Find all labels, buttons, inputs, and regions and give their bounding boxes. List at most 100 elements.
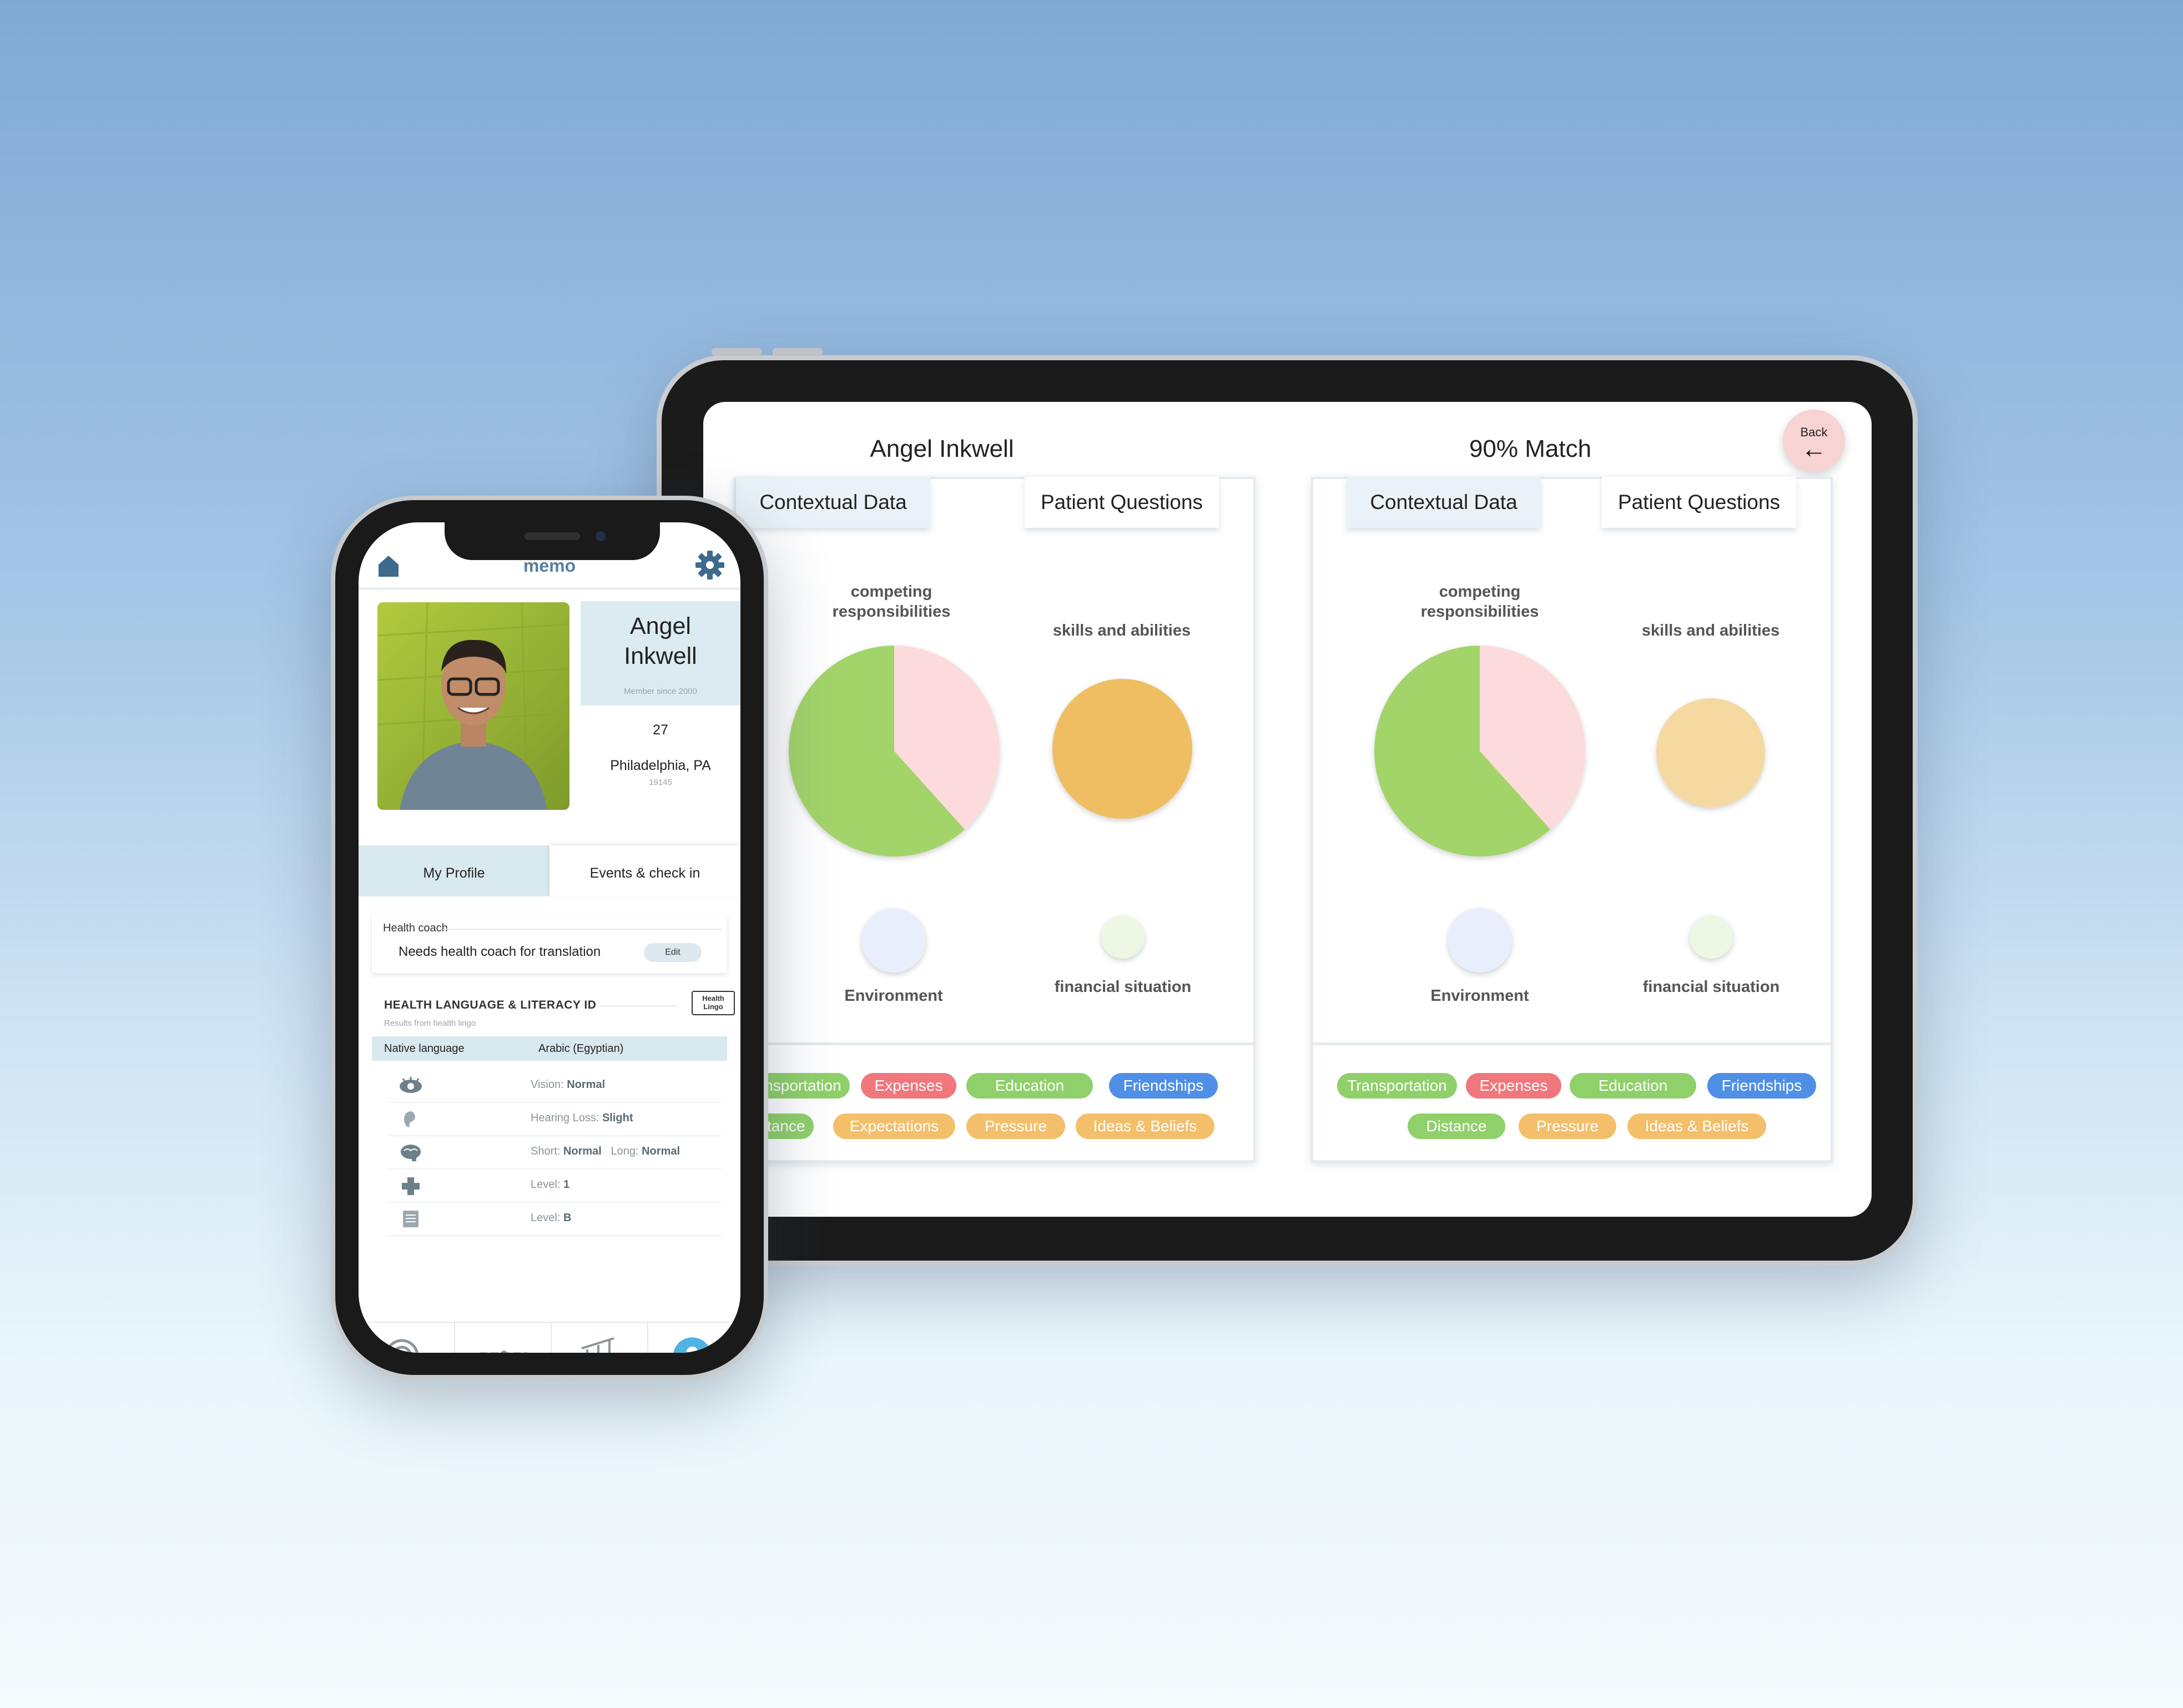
tab-contextual-data[interactable]: Contextual Data (736, 477, 930, 528)
health-lingo-badge: Health Lingo (692, 991, 735, 1015)
tag-friendships[interactable]: Friendships (1707, 1073, 1816, 1099)
profile-zip: 19145 (649, 778, 672, 787)
context-panel-match: Contextual Data Patient Questions compet… (1311, 477, 1833, 1162)
competing-pie (1374, 646, 1585, 856)
skills-circle (1052, 679, 1192, 819)
tag-friendships[interactable]: Friendships (1109, 1073, 1218, 1099)
speaker (525, 532, 580, 540)
competing-label: competing responsibilities (832, 583, 951, 621)
profile-header-bg (581, 601, 740, 706)
tag-education[interactable]: Education (1570, 1073, 1696, 1099)
brain-icon (401, 1145, 421, 1161)
gear-icon[interactable] (695, 550, 725, 580)
ear-icon (404, 1111, 415, 1127)
tag-expenses[interactable]: Expenses (1466, 1073, 1561, 1099)
environment-circle (861, 908, 926, 973)
nav-divider (551, 1323, 552, 1353)
tag-education[interactable]: Education (966, 1073, 1093, 1099)
profile-name: Angel Inkwell (581, 611, 740, 671)
hearing-row: Hearing Loss: Slight (389, 1102, 722, 1136)
hearing-text: Hearing Loss: Slight (531, 1112, 633, 1124)
badge-line: Lingo (703, 1002, 723, 1011)
bottom-nav (359, 1322, 740, 1353)
tab-patient-questions[interactable]: Patient Questions (1025, 477, 1219, 528)
memory-row: Short: Normal Long: Normal (389, 1135, 722, 1170)
native-language-row: Native language Arabic (Egyptian) (372, 1036, 727, 1061)
health-level-row: Level: 1 (389, 1168, 722, 1203)
competing-label: competing responsibilities (1420, 583, 1539, 621)
tag-transportation[interactable]: Transportation (1337, 1073, 1457, 1099)
profile-city: Philadelphia, PA (610, 758, 711, 773)
tablet-screen: Angel Inkwell 90% Match Back ← Contextua… (703, 402, 1872, 1217)
native-language-value: Arabic (Egyptian) (538, 1042, 624, 1055)
tablet-device: Angel Inkwell 90% Match Back ← Contextua… (657, 348, 1918, 1266)
phone-screen: memo (359, 522, 740, 1353)
context-panel-patient: Contextual Data Patient Questions compet… (733, 477, 1256, 1162)
phone-notch (445, 522, 660, 560)
health-level-text: Level: 1 (531, 1178, 570, 1191)
home-icon[interactable] (377, 555, 400, 578)
chart-icon (581, 1337, 614, 1353)
tab-my-profile[interactable]: My Profile (359, 845, 549, 896)
camera (596, 531, 606, 541)
avatar (377, 602, 569, 810)
tab-patient-questions[interactable]: Patient Questions (1602, 477, 1796, 528)
arrow-left-icon: ← (1801, 434, 1827, 463)
nav-divider (647, 1323, 648, 1353)
literacy-title: HEALTH LANGUAGE & LITERACY ID (384, 999, 597, 1011)
tablet-button (773, 348, 823, 356)
nav-chart[interactable] (552, 1323, 647, 1353)
tablet-button (712, 348, 762, 356)
skills-label: skills and abilities (1641, 622, 1780, 639)
health-coach-title: Health coach (383, 922, 448, 934)
member-since: Member since 2000 (624, 687, 697, 696)
match-heading: 90% Match (1469, 435, 1592, 462)
profile-age: 27 (653, 722, 668, 738)
health-coach-note: Needs health coach for translation (399, 944, 601, 959)
tag-ideas-beliefs[interactable]: Ideas & Beliefs (1627, 1114, 1766, 1139)
tag-ideas-beliefs[interactable]: Ideas & Beliefs (1076, 1114, 1214, 1139)
phone-device: memo (331, 496, 768, 1379)
health-coach-card: Health coach Needs health coach for tran… (372, 915, 727, 973)
timeline-icon (480, 1351, 527, 1353)
nav-divider (454, 1323, 455, 1353)
skills-circle (1656, 698, 1765, 807)
edit-button[interactable]: Edit (644, 943, 702, 962)
tag-expenses[interactable]: Expenses (861, 1073, 956, 1099)
nav-profile[interactable] (648, 1323, 740, 1353)
profile-icon (673, 1337, 712, 1353)
divider (736, 1042, 1253, 1045)
last-name: Inkwell (624, 643, 697, 669)
financial-label: financial situation (1054, 978, 1192, 996)
environment-label: Environment (844, 987, 943, 1005)
target-icon (385, 1339, 419, 1353)
patient-name-heading: Angel Inkwell (870, 435, 1014, 462)
nav-target[interactable] (359, 1323, 454, 1353)
competing-pie (789, 646, 1000, 856)
reading-level-row: Level: B (389, 1202, 722, 1236)
plus-icon (402, 1177, 420, 1195)
divider (1313, 1042, 1831, 1045)
tab-events-check-in[interactable]: Events & check in (549, 845, 740, 896)
back-button[interactable]: Back ← (1783, 410, 1845, 472)
tag-expectations[interactable]: Expectations (833, 1114, 955, 1139)
tag-distance[interactable]: Distance (1408, 1114, 1505, 1139)
back-label: Back (1800, 425, 1828, 439)
tab-contextual-data[interactable]: Contextual Data (1347, 477, 1541, 528)
nav-timeline[interactable] (455, 1323, 551, 1353)
divider (444, 929, 722, 930)
skills-label: skills and abilities (1052, 622, 1191, 639)
literacy-subtitle: Results from health lingo (384, 1019, 476, 1028)
memory-text: Short: Normal Long: Normal (531, 1145, 680, 1157)
environment-circle (1448, 908, 1512, 973)
tag-pressure[interactable]: Pressure (966, 1114, 1065, 1139)
tag-pressure[interactable]: Pressure (1519, 1114, 1616, 1139)
financial-label: financial situation (1642, 978, 1780, 996)
vision-text: Vision: Normal (531, 1079, 606, 1091)
first-name: Angel (630, 613, 691, 639)
document-icon (403, 1211, 419, 1227)
badge-line: Health (702, 994, 724, 1002)
health-literacy-card: HEALTH LANGUAGE & LITERACY ID Health Lin… (372, 991, 735, 1314)
environment-label: Environment (1430, 987, 1529, 1005)
profile-photo (377, 602, 569, 810)
